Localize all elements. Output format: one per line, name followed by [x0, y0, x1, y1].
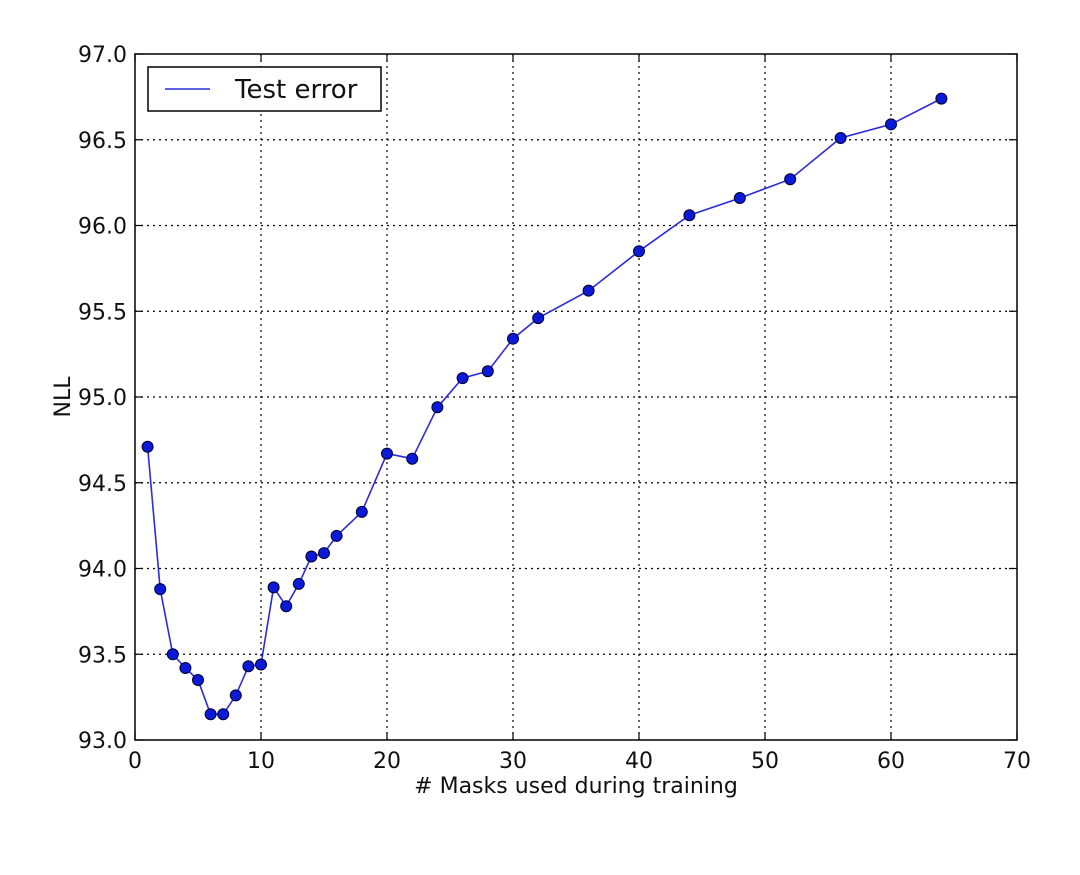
data-point — [255, 658, 267, 671]
data-point — [406, 452, 419, 465]
data-point — [355, 505, 368, 518]
legend: Test error — [147, 66, 382, 112]
data-point — [242, 660, 255, 673]
data-point — [217, 708, 230, 721]
data-point — [431, 401, 444, 414]
y-tick-label: 96.5 — [78, 129, 127, 154]
data-point — [192, 673, 204, 686]
y-tick-label: 94.0 — [78, 558, 127, 583]
x-tick-label: 0 — [128, 749, 142, 774]
data-point — [885, 118, 897, 131]
data-point — [507, 332, 519, 345]
data-point — [582, 284, 595, 297]
y-axis-label: NLL — [51, 376, 76, 418]
y-tick-label: 96.0 — [78, 215, 127, 240]
x-tick-label: 20 — [373, 749, 401, 774]
series-layer — [141, 92, 948, 721]
data-point — [292, 577, 305, 590]
grid — [135, 54, 1017, 740]
data-point — [784, 173, 797, 186]
x-tick-label: 10 — [247, 749, 275, 774]
data-point — [935, 92, 948, 105]
data-point — [318, 547, 330, 560]
data-point — [229, 689, 242, 702]
data-point — [280, 600, 293, 613]
x-tick-label: 40 — [625, 749, 653, 774]
data-point — [834, 132, 847, 145]
x-tick-label: 60 — [877, 749, 905, 774]
data-point — [456, 372, 469, 385]
y-tick-label: 95.5 — [78, 300, 127, 325]
data-point — [633, 245, 645, 258]
data-point — [154, 583, 167, 596]
y-tick-label: 97.0 — [78, 43, 127, 68]
data-point — [381, 447, 393, 460]
data-point — [330, 529, 343, 542]
x-tick-label: 30 — [499, 749, 527, 774]
data-point — [204, 708, 217, 721]
data-point — [141, 440, 154, 453]
data-point — [532, 312, 545, 325]
data-point — [683, 209, 696, 222]
y-tick-label: 95.0 — [78, 386, 127, 411]
y-tick-label: 93.5 — [78, 643, 127, 668]
x-axis-label: # Masks used during training — [414, 774, 738, 799]
data-point — [481, 365, 494, 378]
x-tick-label: 50 — [751, 749, 779, 774]
data-point — [267, 581, 280, 594]
data-point — [305, 550, 318, 563]
legend-label: Test error — [234, 75, 358, 105]
data-point — [179, 661, 192, 674]
x-tick-label: 70 — [1003, 749, 1031, 774]
y-tick-label: 93.0 — [78, 729, 127, 754]
data-point — [166, 648, 179, 661]
ticks: 0 10 20 30 40 50 60 70 93.0 93.5 94.0 94.5 95.0 95.5 9… — [78, 43, 1031, 774]
data-point — [733, 192, 746, 205]
y-tick-label: 94.5 — [78, 472, 127, 497]
